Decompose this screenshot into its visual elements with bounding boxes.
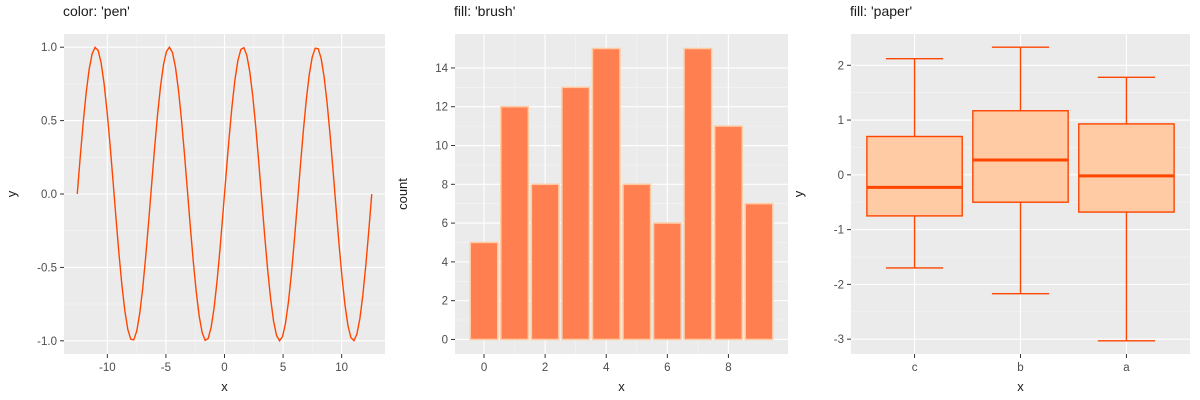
box-b (972, 46, 1069, 295)
box-iqr (972, 110, 1069, 203)
y-tick-label: 0.5 (41, 116, 57, 128)
y-tick-label: 0 (838, 170, 844, 182)
x-tick-label: 4 (603, 362, 610, 374)
x-tick-label: 8 (725, 362, 731, 374)
x-tick-label: 2 (542, 362, 548, 374)
bar-8 (713, 125, 743, 341)
x-tick-label: c (912, 362, 918, 374)
x-tick-label: 10 (335, 362, 348, 374)
box-c (866, 58, 963, 269)
box-a (1078, 76, 1175, 342)
y-tick-label: 0.0 (41, 189, 57, 201)
series-line-sin (76, 45, 373, 343)
y-tick-label: 14 (435, 63, 448, 75)
y-tick-label: -0.5 (37, 262, 57, 274)
y-tick-label: 2 (838, 60, 844, 72)
y-axis-label: y (4, 190, 19, 197)
x-tick-label: a (1123, 362, 1130, 374)
y-tick-label: 8 (442, 179, 448, 191)
bar-0 (469, 241, 499, 341)
box-iqr (866, 135, 963, 217)
x-tick-label: b (1017, 362, 1023, 374)
x-tick-label: -5 (161, 362, 171, 374)
chart-title: fill: 'brush' (454, 3, 515, 19)
x-tick-label: -10 (99, 362, 116, 374)
y-tick-label: -3 (834, 334, 844, 346)
y-tick-label: 6 (442, 218, 448, 230)
y-tick-label: -1.0 (37, 336, 57, 348)
bar-6 (652, 222, 682, 341)
bar-9 (744, 202, 774, 341)
y-tick-label: 2 (442, 296, 448, 308)
box-iqr (1078, 123, 1175, 213)
y-tick-label: 4 (442, 257, 449, 269)
bar-3 (561, 86, 591, 341)
x-tick-label: 0 (221, 362, 227, 374)
bar-1 (500, 105, 530, 341)
bar-7 (683, 47, 713, 341)
y-tick-label: 1 (838, 115, 844, 127)
y-tick-label: 10 (435, 141, 448, 153)
x-tick-label: 6 (664, 362, 670, 374)
x-axis-label: x (1017, 379, 1024, 394)
y-tick-label: -1 (834, 225, 844, 237)
y-tick-label: 1.0 (41, 42, 57, 54)
bar-5 (622, 183, 652, 341)
x-axis-label: x (221, 379, 228, 394)
panel-pen-line-chart: color: 'pen' -1.0 -0.5 0.0 0.5 1.0 -10 -5 0 5 10 x y (4, 3, 385, 394)
y-tick-label: -2 (834, 279, 844, 291)
x-axis-label: x (618, 379, 625, 394)
bar-4 (591, 47, 621, 341)
y-tick-label: 0 (442, 334, 448, 346)
bar-2 (530, 183, 560, 341)
y-axis-label: count (395, 178, 410, 210)
y-tick-label: 12 (435, 102, 448, 114)
x-tick-label: 5 (280, 362, 286, 374)
chart-title: color: 'pen' (63, 3, 130, 19)
panel-brush-histogram: fill: 'brush' 0 2 4 6 8 10 12 14 0 2 4 6 8 x count (395, 3, 788, 394)
x-tick-label: 0 (481, 362, 487, 374)
y-axis-label: y (791, 190, 806, 197)
chart-title: fill: 'paper' (850, 3, 912, 19)
panel-paper-boxplot: fill: 'paper' -3 -2 -1 0 1 2 c b a x y (791, 3, 1190, 394)
